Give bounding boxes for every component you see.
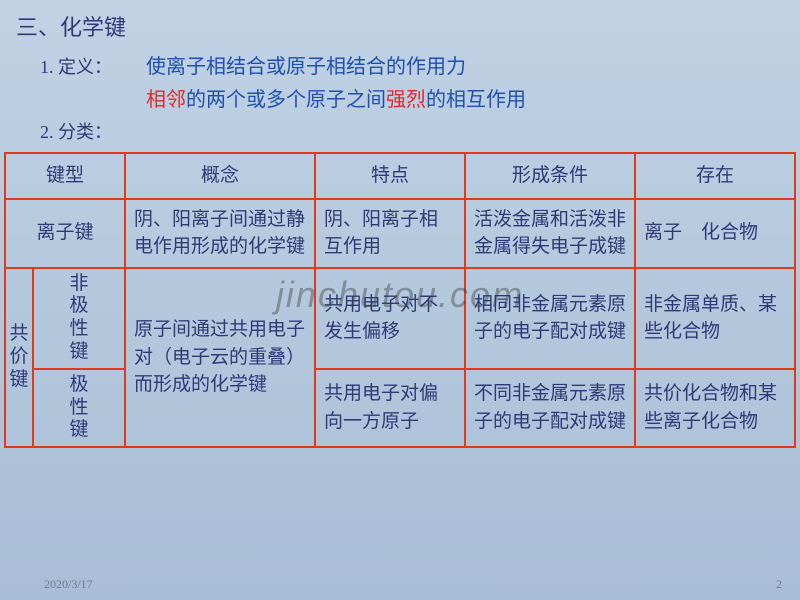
ionic-concept: 阴、阳离子间通过静电作用形成的化学键 xyxy=(125,199,315,268)
th-type: 键型 xyxy=(5,153,125,199)
definition-line2: 相邻的两个或多个原子之间强烈的相互作用 xyxy=(146,83,526,112)
polar-feature: 共用电子对偏向一方原子 xyxy=(315,369,465,447)
ionic-exist: 离子 化合物 xyxy=(635,199,795,268)
table-row: 离子键 阴、阳离子间通过静电作用形成的化学键 阴、阳离子相互作用 活泼金属和活泼… xyxy=(5,199,795,268)
category-label: 2. 分类： xyxy=(40,118,784,144)
th-exist: 存在 xyxy=(635,153,795,199)
table-row: 极性键 共用电子对偏向一方原子 不同非金属元素原子的电子配对成键 共价化合物和某… xyxy=(5,369,795,447)
ionic-condition: 活泼金属和活泼非金属得失电子成键 xyxy=(465,199,635,268)
nonpolar-exist: 非金属单质、某些化合物 xyxy=(635,268,795,369)
footer-date: 2020/3/17 xyxy=(44,577,93,592)
nonpolar-condition: 相同非金属元素原子的电子配对成键 xyxy=(465,268,635,369)
polar-label: 极性键 xyxy=(33,369,125,447)
footer-page: 2 xyxy=(776,577,782,592)
ionic-feature: 阴、阳离子相互作用 xyxy=(315,199,465,268)
th-feature: 特点 xyxy=(315,153,465,199)
polar-condition: 不同非金属元素原子的电子配对成键 xyxy=(465,369,635,447)
definition-line1: 使离子相结合或原子相结合的作用力 xyxy=(146,50,466,79)
polar-exist: 共价化合物和某些离子化合物 xyxy=(635,369,795,447)
covalent-concept: 原子间通过共用电子对（电子云的重叠）而形成的化学键 xyxy=(125,268,315,448)
ionic-type: 离子键 xyxy=(5,199,125,268)
bond-table: 键型 概念 特点 形成条件 存在 离子键 阴、阳离子间通过静电作用形成的化学键 … xyxy=(4,152,796,448)
nonpolar-feature: 共用电子对不发生偏移 xyxy=(315,268,465,369)
section-title: 三、化学键 xyxy=(16,10,784,42)
nonpolar-label: 非极性键 xyxy=(33,268,125,369)
table-header-row: 键型 概念 特点 形成条件 存在 xyxy=(5,153,795,199)
th-condition: 形成条件 xyxy=(465,153,635,199)
covalent-group: 共价键 xyxy=(5,268,33,448)
definition-label: 1. 定义： xyxy=(40,53,112,79)
th-concept: 概念 xyxy=(125,153,315,199)
table-row: 共价键 非极性键 原子间通过共用电子对（电子云的重叠）而形成的化学键 共用电子对… xyxy=(5,268,795,369)
